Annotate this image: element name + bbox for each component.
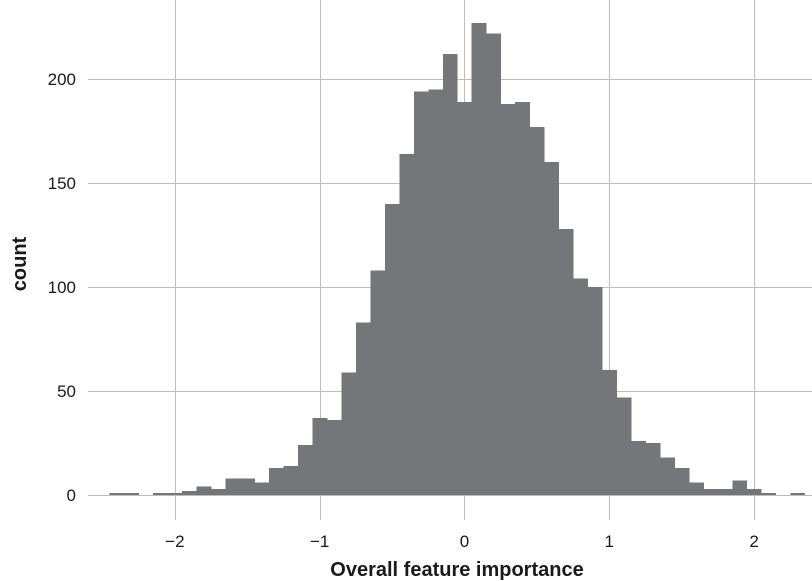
histogram-bar: [674, 468, 690, 496]
histogram-bar: [688, 482, 704, 496]
y-tick-label: 100: [48, 278, 76, 297]
histogram-bar: [240, 478, 255, 496]
histogram-bar: [631, 440, 646, 496]
histogram-bars: [109, 22, 806, 496]
histogram-bar: [558, 228, 574, 496]
y-tick-label: 0: [67, 486, 76, 505]
histogram-bar: [659, 457, 675, 496]
histogram-bar: [413, 91, 429, 496]
histogram-bar: [196, 486, 212, 496]
histogram-bar: [312, 418, 328, 496]
x-tick-label: 0: [460, 532, 469, 551]
histogram-bar: [442, 54, 458, 496]
histogram-bar: [457, 101, 473, 496]
histogram-bar: [529, 126, 545, 496]
histogram-bar: [269, 468, 284, 496]
histogram-bar: [746, 488, 762, 496]
histogram-bar: [182, 490, 197, 496]
histogram-bar: [109, 492, 125, 496]
histogram-bar: [384, 203, 400, 496]
y-axis-title: count: [9, 236, 31, 291]
histogram-bar: [544, 162, 559, 496]
histogram-bar: [370, 270, 386, 496]
histogram-bar: [341, 372, 357, 496]
y-tick-label: 200: [48, 70, 76, 89]
histogram-bar: [283, 465, 299, 496]
histogram-bar: [355, 322, 371, 496]
histogram-bar: [790, 492, 806, 496]
histogram-bar: [573, 278, 588, 496]
histogram-bar: [645, 443, 661, 496]
x-tick-label: 2: [749, 532, 758, 551]
histogram-bar: [167, 492, 183, 496]
x-tick-label: 1: [605, 532, 614, 551]
histogram-bar: [616, 397, 632, 496]
y-tick-label: 150: [48, 174, 76, 193]
histogram-bar: [602, 370, 617, 496]
histogram-bar: [703, 488, 719, 496]
histogram-bar: [399, 153, 415, 496]
histogram-bar: [587, 287, 603, 496]
histogram-bar: [297, 445, 313, 496]
tick-labels: −2 −1 0 1 2 0 50 100 150 200: [48, 70, 759, 551]
histogram-bar: [124, 492, 140, 496]
x-tick-label: −2: [165, 532, 184, 551]
x-tick-label: −1: [310, 532, 329, 551]
x-axis-title: Overall feature importance: [330, 559, 583, 581]
histogram-bar: [732, 480, 748, 496]
histogram-bar: [254, 482, 270, 496]
histogram-bar: [211, 488, 226, 496]
histogram-bar: [326, 420, 342, 496]
histogram-bar: [761, 492, 777, 496]
histogram-bar: [500, 104, 516, 496]
histogram-bar: [471, 22, 487, 496]
histogram-bar: [486, 33, 502, 496]
histogram-bar: [428, 89, 444, 496]
y-tick-label: 50: [57, 382, 76, 401]
histogram-bar: [515, 101, 531, 496]
histogram-bar: [717, 488, 733, 496]
histogram-bar: [225, 478, 241, 496]
histogram-bar: [153, 492, 169, 496]
